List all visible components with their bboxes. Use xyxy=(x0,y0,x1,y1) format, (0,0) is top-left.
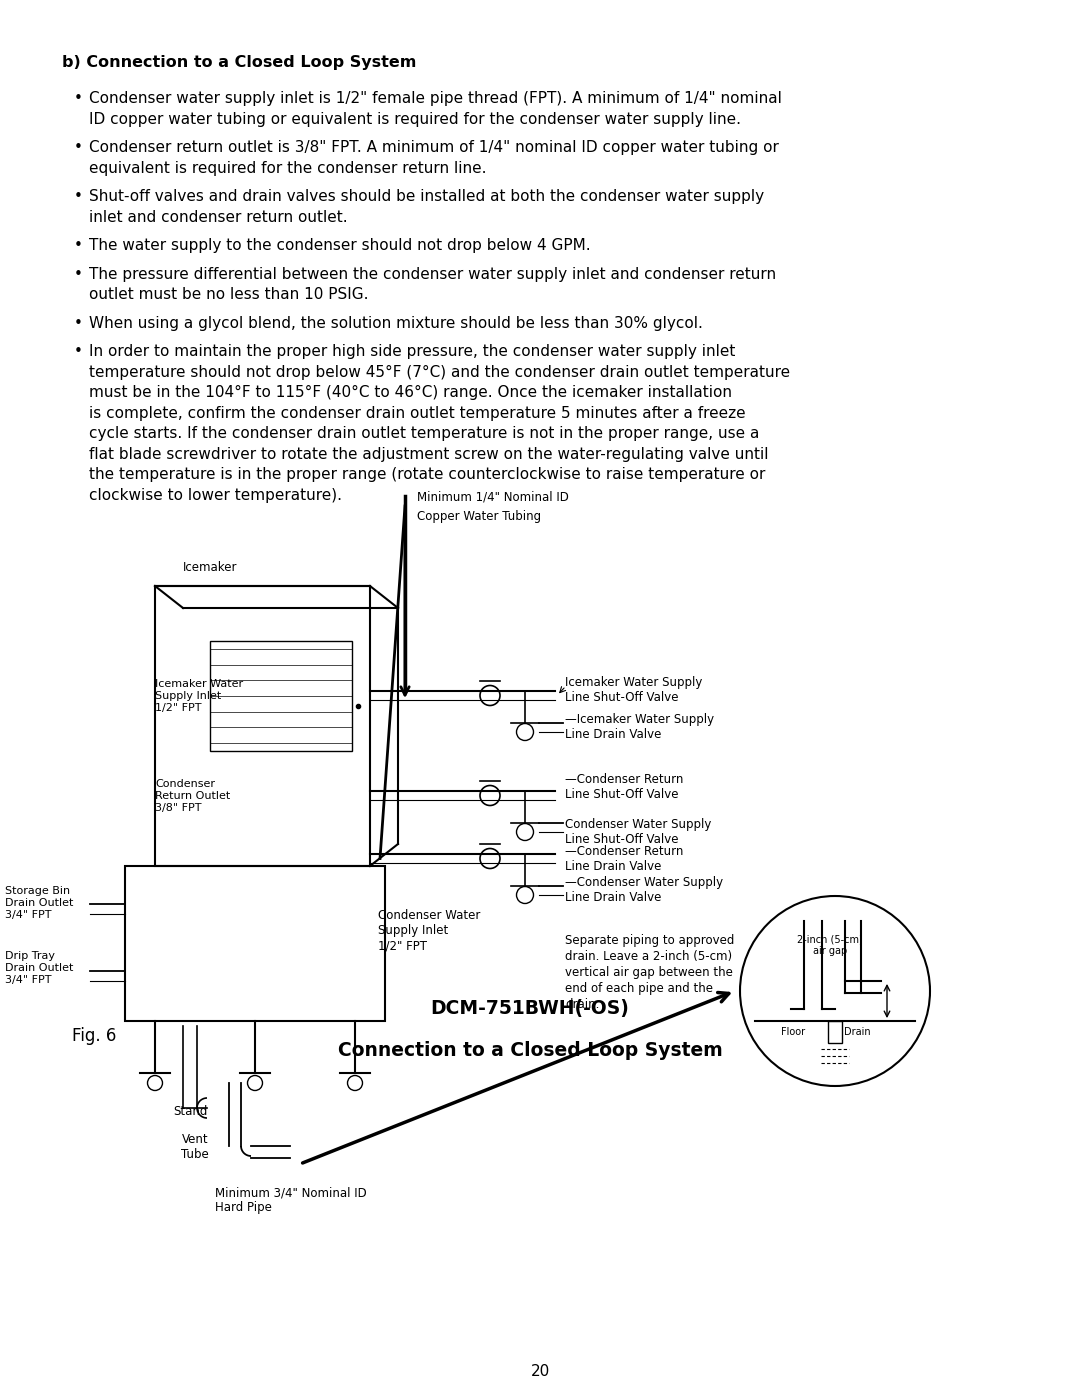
Text: Condenser Water Supply
Line Shut-Off Valve: Condenser Water Supply Line Shut-Off Val… xyxy=(565,819,712,847)
Text: 2-inch (5-cm)
air gap: 2-inch (5-cm) air gap xyxy=(797,935,863,956)
Text: •: • xyxy=(75,344,83,359)
Text: —Condenser Return
Line Shut-Off Valve: —Condenser Return Line Shut-Off Valve xyxy=(565,773,684,800)
Text: Drain: Drain xyxy=(843,1027,870,1037)
Text: Shut-off valves and drain valves should be installed at both the condenser water: Shut-off valves and drain valves should … xyxy=(89,189,765,204)
Text: Condenser
Return Outlet
3/8" FPT: Condenser Return Outlet 3/8" FPT xyxy=(156,780,230,813)
Text: Icemaker Water
Supply Inlet
1/2" FPT: Icemaker Water Supply Inlet 1/2" FPT xyxy=(156,679,243,712)
Text: cycle starts. If the condenser drain outlet temperature is not in the proper ran: cycle starts. If the condenser drain out… xyxy=(89,426,759,441)
Text: Copper Water Tubing: Copper Water Tubing xyxy=(417,510,541,522)
Text: Minimum 1/4" Nominal ID: Minimum 1/4" Nominal ID xyxy=(417,490,569,503)
Text: Separate piping to approved
drain. Leave a 2-inch (5-cm)
vertical air gap betwee: Separate piping to approved drain. Leave… xyxy=(565,935,734,1011)
Text: •: • xyxy=(75,316,83,331)
Text: clockwise to lower temperature).: clockwise to lower temperature). xyxy=(89,488,342,503)
Bar xyxy=(125,866,384,1021)
Text: The water supply to the condenser should not drop below 4 GPM.: The water supply to the condenser should… xyxy=(89,237,591,253)
Text: must be in the 104°F to 115°F (40°C to 46°C) range. Once the icemaker installati: must be in the 104°F to 115°F (40°C to 4… xyxy=(89,386,732,400)
Text: Stand: Stand xyxy=(173,1105,207,1118)
Text: Vent
Tube: Vent Tube xyxy=(181,1133,208,1161)
Text: the temperature is in the proper range (rotate counterclockwise to raise tempera: the temperature is in the proper range (… xyxy=(89,467,766,482)
Text: Condenser Water
Supply Inlet
1/2" FPT: Condenser Water Supply Inlet 1/2" FPT xyxy=(378,909,481,951)
Text: outlet must be no less than 10 PSIG.: outlet must be no less than 10 PSIG. xyxy=(89,286,368,302)
Text: •: • xyxy=(75,189,83,204)
Text: In order to maintain the proper high side pressure, the condenser water supply i: In order to maintain the proper high sid… xyxy=(89,344,735,359)
Text: inlet and condenser return outlet.: inlet and condenser return outlet. xyxy=(89,210,348,225)
Text: Connection to a Closed Loop System: Connection to a Closed Loop System xyxy=(338,1041,723,1060)
Bar xyxy=(828,1021,842,1044)
Text: —Icemaker Water Supply
Line Drain Valve: —Icemaker Water Supply Line Drain Valve xyxy=(565,712,714,740)
Text: —Condenser Water Supply
Line Drain Valve: —Condenser Water Supply Line Drain Valve xyxy=(565,876,724,904)
Text: ID copper water tubing or equivalent is required for the condenser water supply : ID copper water tubing or equivalent is … xyxy=(89,112,741,127)
Text: Drip Tray
Drain Outlet
3/4" FPT: Drip Tray Drain Outlet 3/4" FPT xyxy=(5,951,73,985)
Text: temperature should not drop below 45°F (7°C) and the condenser drain outlet temp: temperature should not drop below 45°F (… xyxy=(89,365,791,380)
Text: Minimum 3/4" Nominal ID
Hard Pipe: Minimum 3/4" Nominal ID Hard Pipe xyxy=(215,1186,367,1214)
Text: Condenser water supply inlet is 1/2" female pipe thread (FPT). A minimum of 1/4": Condenser water supply inlet is 1/2" fem… xyxy=(89,91,782,106)
Text: Storage Bin
Drain Outlet
3/4" FPT: Storage Bin Drain Outlet 3/4" FPT xyxy=(5,886,73,921)
Text: Icemaker Water Supply
Line Shut-Off Valve: Icemaker Water Supply Line Shut-Off Valv… xyxy=(565,676,702,704)
Text: •: • xyxy=(75,91,83,106)
Bar xyxy=(156,585,370,866)
Text: Floor: Floor xyxy=(781,1027,805,1037)
Text: b) Connection to a Closed Loop System: b) Connection to a Closed Loop System xyxy=(62,54,417,70)
Text: •: • xyxy=(75,140,83,155)
Text: Condenser return outlet is 3/8" FPT. A minimum of 1/4" nominal ID copper water t: Condenser return outlet is 3/8" FPT. A m… xyxy=(89,140,779,155)
Text: DCM-751BWH(-OS): DCM-751BWH(-OS) xyxy=(431,999,630,1018)
Text: 20: 20 xyxy=(530,1363,550,1379)
Text: •: • xyxy=(75,237,83,253)
Bar xyxy=(210,641,352,752)
Text: equivalent is required for the condenser return line.: equivalent is required for the condenser… xyxy=(89,161,486,176)
Text: When using a glycol blend, the solution mixture should be less than 30% glycol.: When using a glycol blend, the solution … xyxy=(89,316,703,331)
Text: Icemaker: Icemaker xyxy=(183,562,238,574)
Text: —Condenser Return
Line Drain Valve: —Condenser Return Line Drain Valve xyxy=(565,845,684,873)
Text: is complete, confirm the condenser drain outlet temperature 5 minutes after a fr: is complete, confirm the condenser drain… xyxy=(89,405,745,420)
Text: •: • xyxy=(75,267,83,282)
Text: flat blade screwdriver to rotate the adjustment screw on the water-regulating va: flat blade screwdriver to rotate the adj… xyxy=(89,447,769,461)
Text: The pressure differential between the condenser water supply inlet and condenser: The pressure differential between the co… xyxy=(89,267,777,282)
Text: Fig. 6: Fig. 6 xyxy=(72,1027,117,1045)
